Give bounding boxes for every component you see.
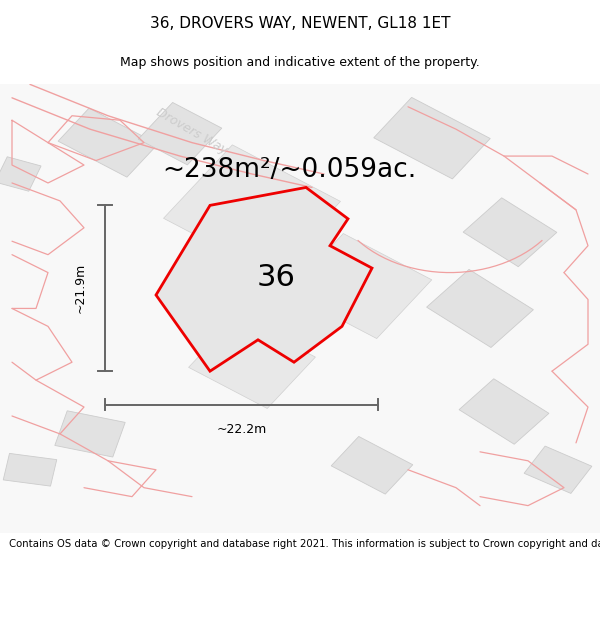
Polygon shape (288, 234, 432, 339)
Polygon shape (58, 108, 158, 177)
Text: ~21.9m: ~21.9m (73, 263, 86, 313)
Polygon shape (3, 453, 57, 486)
Polygon shape (138, 102, 222, 165)
Polygon shape (164, 145, 340, 275)
Polygon shape (0, 157, 41, 191)
Polygon shape (55, 411, 125, 457)
Text: 36, DROVERS WAY, NEWENT, GL18 1ET: 36, DROVERS WAY, NEWENT, GL18 1ET (150, 16, 450, 31)
Polygon shape (463, 198, 557, 267)
Text: ~22.2m: ~22.2m (217, 423, 266, 436)
Text: ~238m²/~0.059ac.: ~238m²/~0.059ac. (162, 156, 416, 182)
Polygon shape (459, 379, 549, 444)
Text: Contains OS data © Crown copyright and database right 2021. This information is : Contains OS data © Crown copyright and d… (9, 539, 600, 549)
Polygon shape (331, 436, 413, 494)
Text: 36: 36 (257, 262, 295, 292)
Polygon shape (374, 98, 490, 179)
Polygon shape (188, 316, 316, 409)
Text: Drovers Way: Drovers Way (154, 106, 230, 157)
Polygon shape (427, 269, 533, 348)
Polygon shape (524, 446, 592, 493)
Polygon shape (156, 188, 372, 371)
Text: Map shows position and indicative extent of the property.: Map shows position and indicative extent… (120, 56, 480, 69)
